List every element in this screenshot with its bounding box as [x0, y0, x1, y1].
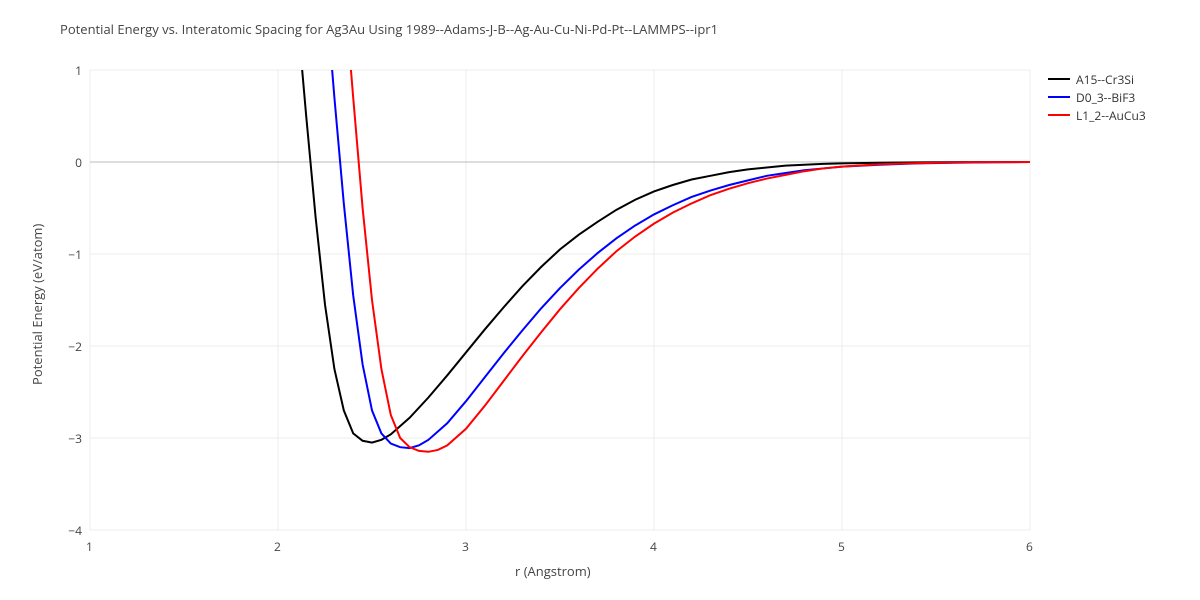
- series-line[interactable]: [301, 52, 1030, 443]
- legend-label: A15--Cr3Si: [1076, 71, 1134, 88]
- y-tick-label: 1: [75, 62, 82, 79]
- legend-swatch: [1048, 78, 1070, 80]
- y-axis-label: Potential Energy (eV/atom): [28, 224, 46, 385]
- x-tick-label: 6: [1026, 538, 1033, 555]
- y-tick-label: −1: [68, 246, 82, 263]
- x-tick-label: 4: [650, 538, 657, 555]
- legend-item[interactable]: D0_3--BiF3: [1048, 88, 1146, 106]
- legend-item[interactable]: A15--Cr3Si: [1048, 70, 1146, 88]
- legend-item[interactable]: L1_2--AuCu3: [1048, 106, 1146, 124]
- legend-swatch: [1048, 114, 1070, 116]
- x-tick-label: 3: [462, 538, 469, 555]
- legend-label: L1_2--AuCu3: [1076, 107, 1146, 124]
- legend[interactable]: A15--Cr3SiD0_3--BiF3L1_2--AuCu3: [1048, 70, 1146, 124]
- x-axis-label: r (Angstrom): [515, 562, 591, 580]
- x-tick-label: 5: [838, 538, 845, 555]
- y-tick-label: −4: [68, 522, 82, 539]
- y-tick-label: 0: [75, 154, 82, 171]
- x-tick-label: 1: [86, 538, 93, 555]
- plot-area: [0, 0, 1200, 600]
- series-line[interactable]: [349, 52, 1030, 452]
- legend-label: D0_3--BiF3: [1076, 89, 1135, 106]
- legend-swatch: [1048, 96, 1070, 98]
- x-tick-label: 2: [274, 538, 281, 555]
- y-tick-label: −2: [68, 338, 82, 355]
- y-tick-label: −3: [68, 430, 82, 447]
